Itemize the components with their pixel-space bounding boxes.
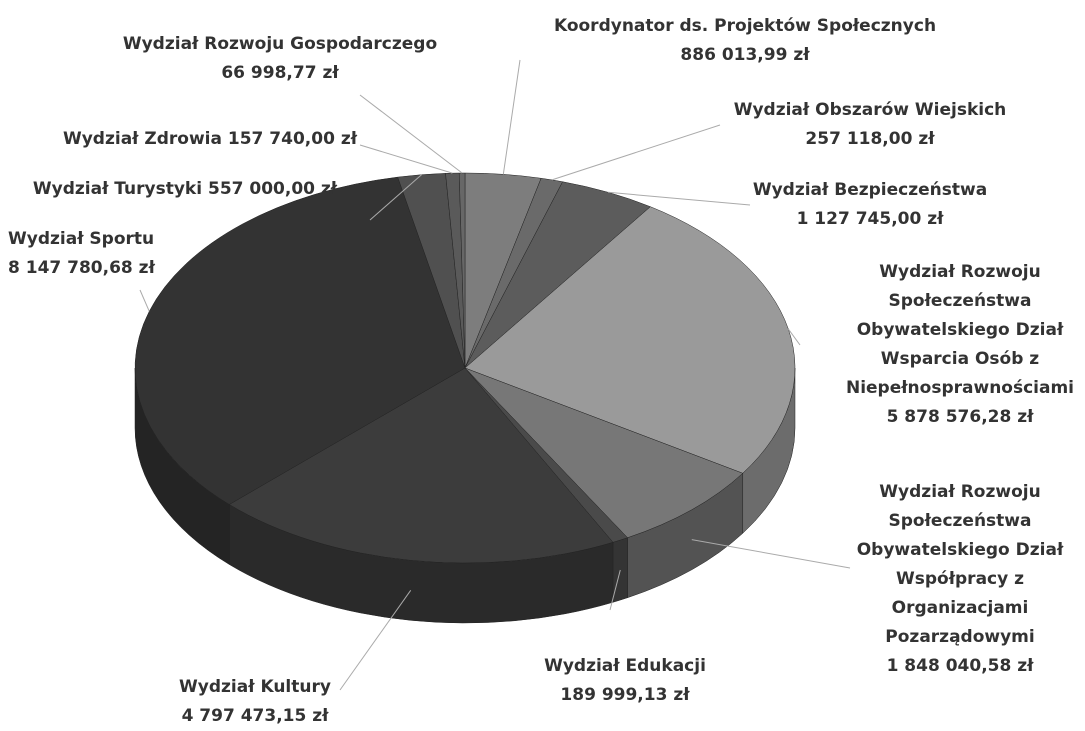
pie-slice	[228, 367, 614, 564]
category-label: Wydział Kultury	[179, 677, 331, 697]
slice-label: Koordynator ds. Projektów Społecznych 886…	[535, 12, 955, 70]
leader-line	[691, 539, 851, 569]
leader-line	[359, 94, 463, 174]
category-label: Wydział Rozwoju Gospodarczego	[122, 34, 438, 54]
leader-line	[551, 124, 721, 181]
pie-slice	[134, 176, 466, 505]
value-label: 189 999,13 zł	[560, 685, 690, 705]
slice-label: Wydział Rozwoju Gospodarczego 66 998,77 …	[120, 30, 440, 88]
value-label: 557 000,00 zł	[207, 179, 338, 199]
category-label: Wydział Sportu	[8, 229, 155, 249]
leader-line	[139, 289, 150, 312]
pie-slice	[464, 367, 744, 539]
value-label: 886 013,99 zł	[680, 45, 810, 65]
leader-line	[369, 174, 422, 221]
slice-label: Wydział Rozwoju Społeczeństwa Obywatelsk…	[810, 258, 1085, 432]
slice-label: Wydział Obszarów Wiejskich 257 118,00 zł	[720, 96, 1020, 154]
pie-slice	[464, 206, 796, 474]
leader-line	[609, 569, 621, 611]
slice-label: Wydział Kultury 4 797 473,15 zł	[165, 673, 345, 731]
value-label: 157 740,00 zł	[227, 129, 358, 149]
value-label: 257 118,00 zł	[805, 129, 935, 149]
leader-line	[787, 328, 801, 346]
value-label: 66 998,77 zł	[221, 63, 339, 83]
slice-label: Wydział Bezpieczeństwa 1 127 745,00 zł	[720, 176, 1020, 234]
slice-label: Wydział Zdrowia 157 740,00 zł	[40, 125, 380, 154]
value-label: 4 797 473,15 zł	[181, 706, 329, 726]
pie-side	[612, 537, 628, 603]
leader-line	[339, 590, 412, 691]
category-label: Wydział Bezpieczeństwa	[752, 180, 988, 200]
category-label: Wydział Rozwoju Społeczeństwa Obywatelsk…	[856, 482, 1064, 647]
value-label: 1 848 040,58 zł	[886, 656, 1034, 676]
category-label: Wydział Turystyki	[32, 179, 203, 199]
slice-label: Wydział Turystyki 557 000,00 zł	[15, 175, 355, 204]
slice-label: Wydział Rozwoju Społeczeństwa Obywatelsk…	[850, 478, 1070, 681]
value-label: 8 147 780,68 zł	[8, 258, 155, 278]
value-label: 1 127 745,00 zł	[796, 209, 944, 229]
slice-label: Wydział Edukacji 189 999,13 zł	[525, 652, 725, 710]
category-label: Wydział Zdrowia	[62, 129, 222, 149]
leader-line	[359, 144, 453, 174]
leader-line	[608, 191, 751, 206]
category-label: Wydział Obszarów Wiejskich	[733, 100, 1007, 120]
category-label: Wydział Rozwoju Społeczeństwa Obywatelsk…	[845, 262, 1075, 398]
category-label: Koordynator ds. Projektów Społecznych	[553, 16, 937, 36]
leader-line	[502, 59, 521, 175]
value-label: 5 878 576,28 zł	[886, 407, 1034, 427]
category-label: Wydział Edukacji	[544, 656, 706, 676]
slice-label: Wydział Sportu 8 147 780,68 zł	[8, 225, 198, 283]
